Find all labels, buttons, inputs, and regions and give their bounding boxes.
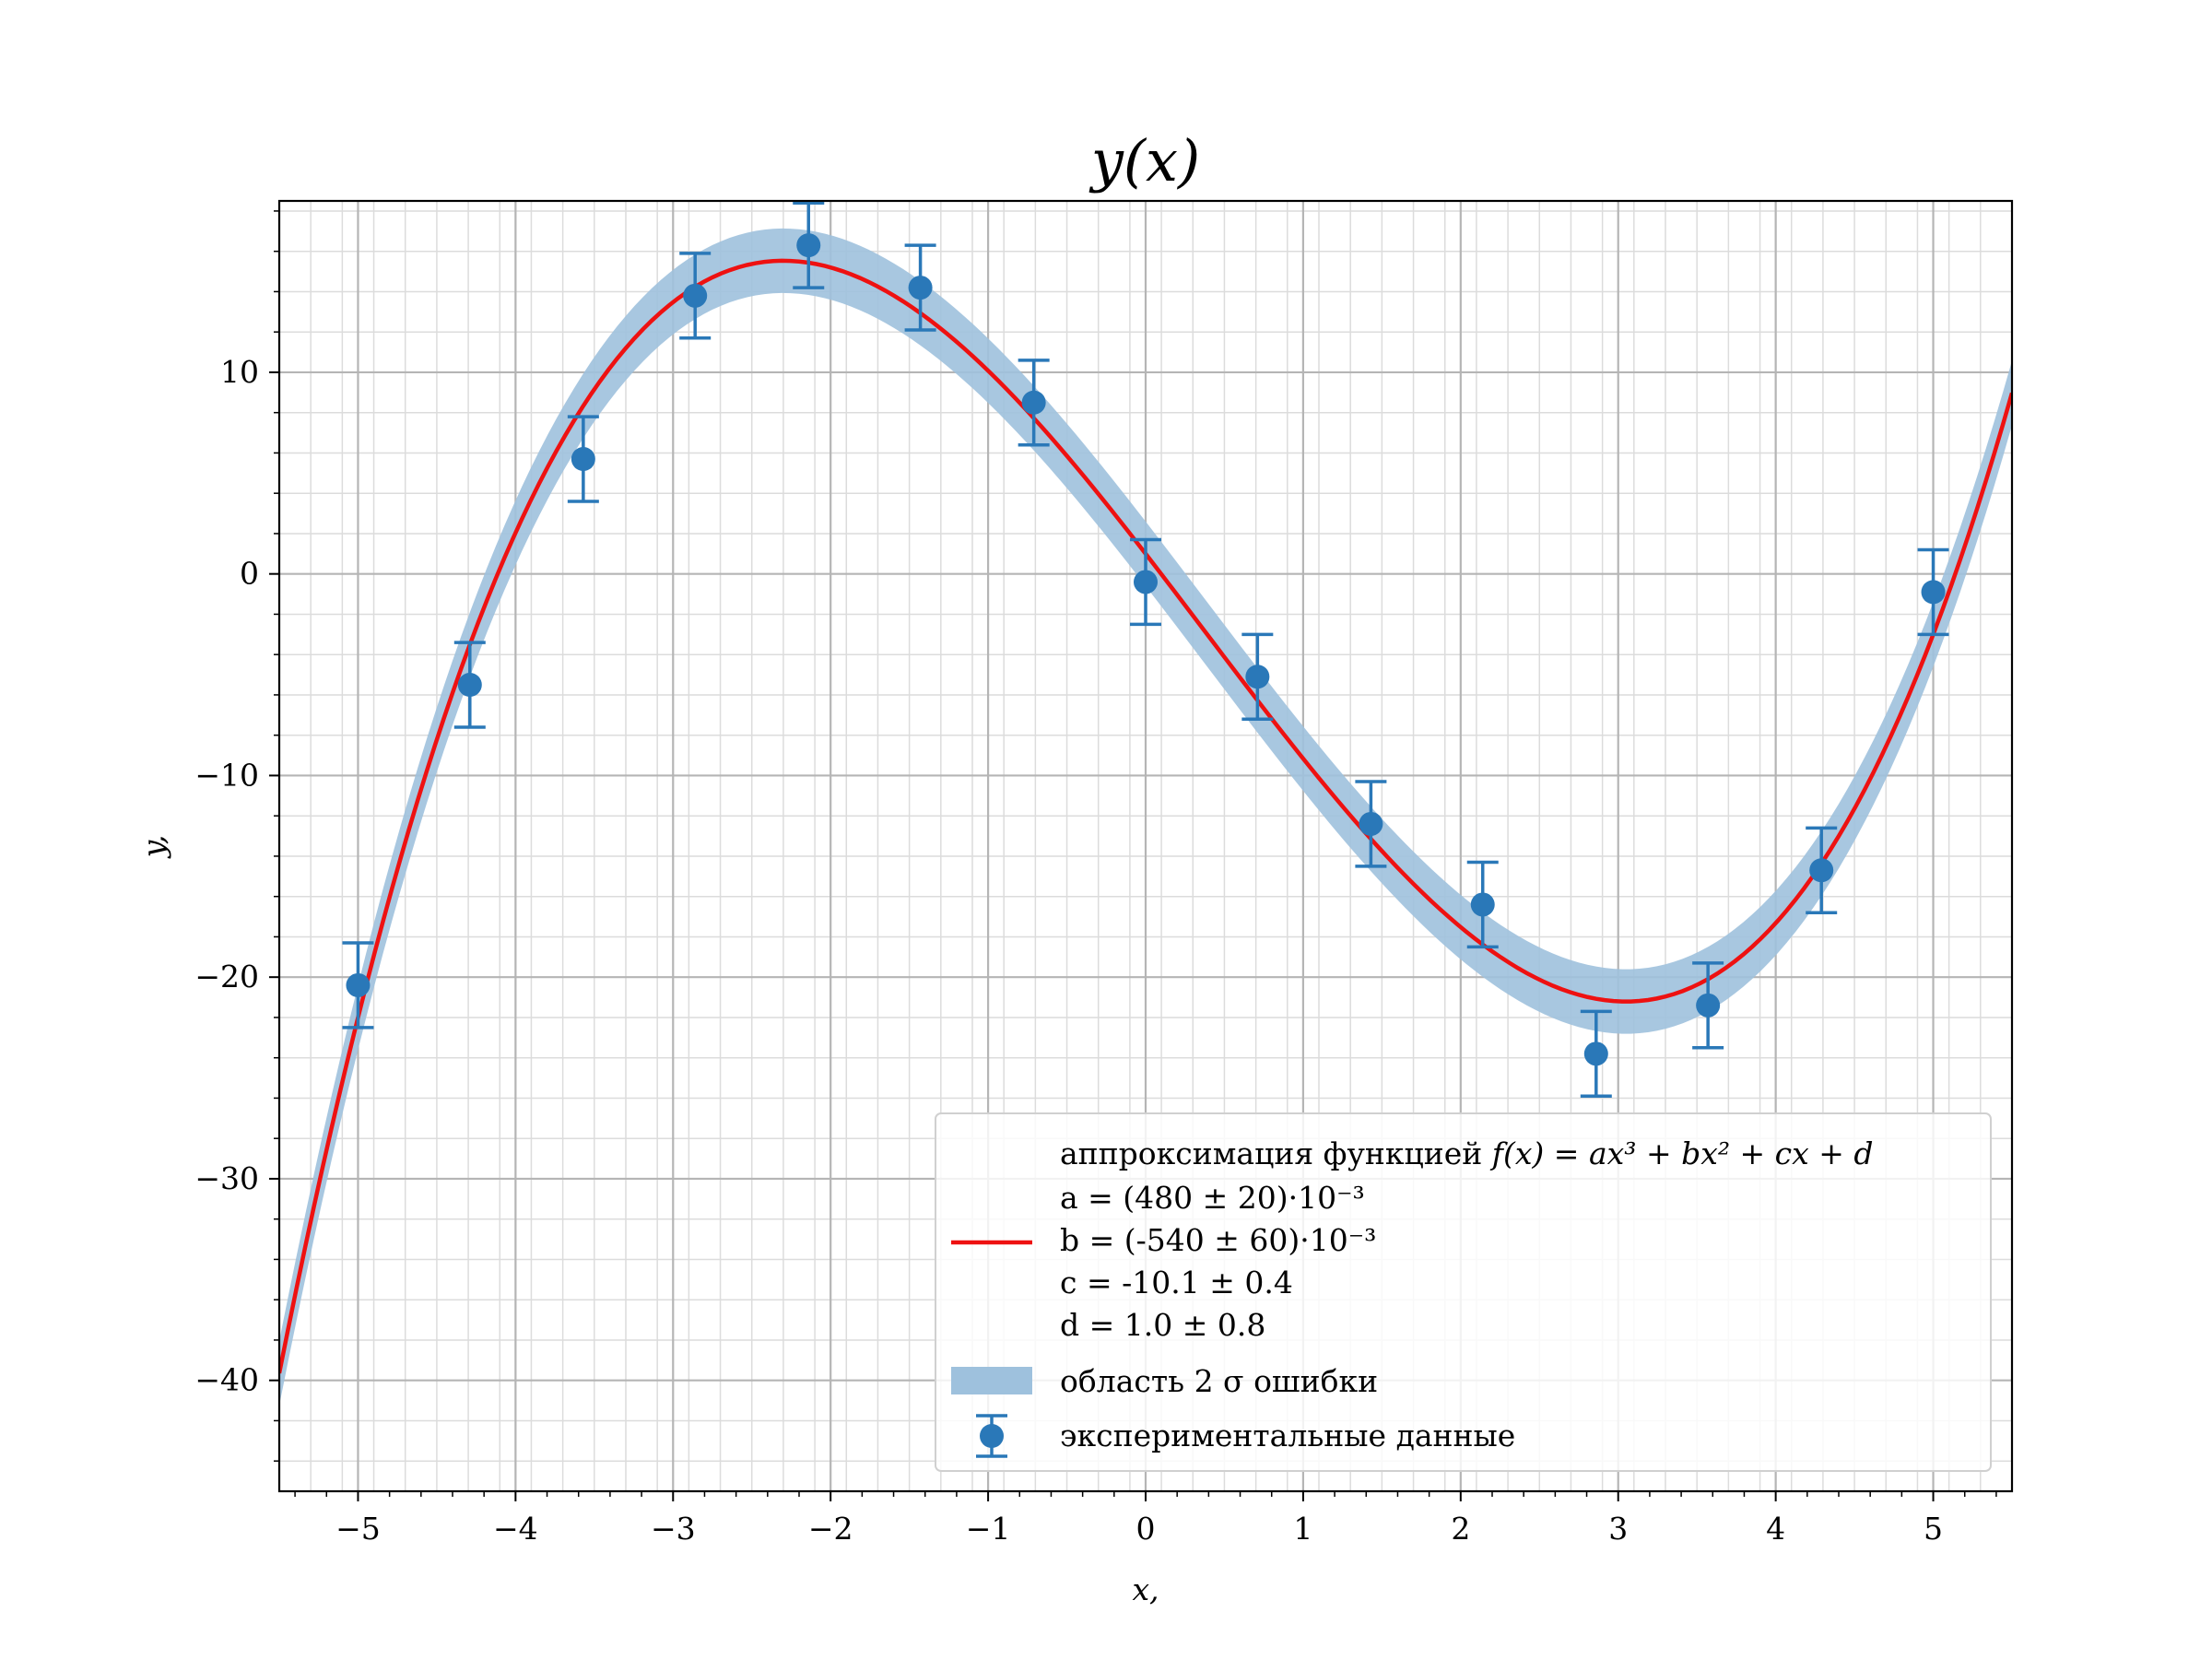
data-point <box>1470 892 1495 917</box>
data-point <box>1359 811 1383 836</box>
chart-title: y(x) <box>1088 127 1200 194</box>
data-point <box>1809 858 1834 883</box>
legend-param-line: d = 1.0 ± 0.8 <box>1060 1307 1265 1343</box>
legend-band-swatch <box>951 1367 1032 1394</box>
legend: аппроксимация функцией f(x) = ax³ + bx² … <box>935 1112 1992 1472</box>
x-tick-label: 4 <box>1766 1511 1785 1547</box>
legend-band-label: область 2 σ ошибки <box>1060 1363 1378 1399</box>
y-tick-label: −30 <box>194 1160 259 1196</box>
data-point <box>571 447 595 471</box>
data-point <box>796 233 821 258</box>
data-point <box>683 283 708 308</box>
data-point-group <box>342 941 374 1030</box>
data-point-group <box>453 641 486 729</box>
x-tick-label: 0 <box>1136 1511 1156 1547</box>
x-axis-label: x, <box>1132 1571 1159 1607</box>
data-point-group <box>1130 537 1161 627</box>
data-point-group <box>1018 359 1050 447</box>
x-tick-label: 1 <box>1293 1511 1312 1547</box>
legend-point-marker <box>980 1424 1004 1448</box>
data-point-group <box>1917 547 1949 637</box>
data-point <box>1696 993 1721 1018</box>
data-point <box>908 276 933 300</box>
x-tick-label: −4 <box>493 1511 538 1547</box>
data-point <box>457 673 482 697</box>
y-tick-label: −10 <box>194 757 259 793</box>
y-axis-label: y, <box>135 835 171 860</box>
y-tick-label: −40 <box>194 1362 259 1398</box>
x-tick-label: −1 <box>966 1511 1011 1547</box>
data-point-group <box>1466 860 1499 949</box>
x-tick-label: −3 <box>651 1511 696 1547</box>
x-tick-label: −2 <box>808 1511 853 1547</box>
data-point-group <box>904 243 936 332</box>
legend-param-line: c = -10.1 ± 0.4 <box>1060 1265 1293 1300</box>
legend-data-label: экспериментальные данные <box>1060 1418 1515 1453</box>
y-tick-label: 10 <box>220 354 259 390</box>
data-point-group <box>1580 1009 1612 1098</box>
data-point-group <box>567 415 599 503</box>
data-point <box>1021 390 1046 415</box>
legend-param-line: a = (480 ± 20)·10⁻³ <box>1060 1180 1365 1216</box>
legend-param-line: b = (-540 ± 60)·10⁻³ <box>1060 1222 1376 1258</box>
legend-box <box>935 1112 1992 1472</box>
x-tick-label: 3 <box>1608 1511 1628 1547</box>
legend-fit-label: аппроксимация функцией f(x) = ax³ + bx² … <box>1060 1135 1874 1171</box>
x-tick-label: 2 <box>1451 1511 1470 1547</box>
data-point-group <box>1241 632 1274 721</box>
data-point <box>1245 665 1270 689</box>
x-tick-label: 5 <box>1924 1511 1943 1547</box>
legend-fit-formula: f(x) = ax³ + bx² + cx + d <box>1489 1135 1874 1171</box>
x-tick-label: −5 <box>335 1511 381 1547</box>
data-point <box>1583 1041 1608 1066</box>
data-point-group <box>1806 826 1838 914</box>
y-tick-label: 0 <box>240 556 259 592</box>
data-point <box>346 972 371 997</box>
plot-area <box>279 201 2012 1406</box>
y-tick-label: −20 <box>194 959 259 994</box>
data-point <box>1921 580 1946 605</box>
data-point-group <box>1355 780 1387 868</box>
data-point-group <box>679 252 712 340</box>
data-point <box>1134 570 1158 594</box>
data-point-group <box>1692 961 1724 1050</box>
data-point-group <box>793 201 825 289</box>
